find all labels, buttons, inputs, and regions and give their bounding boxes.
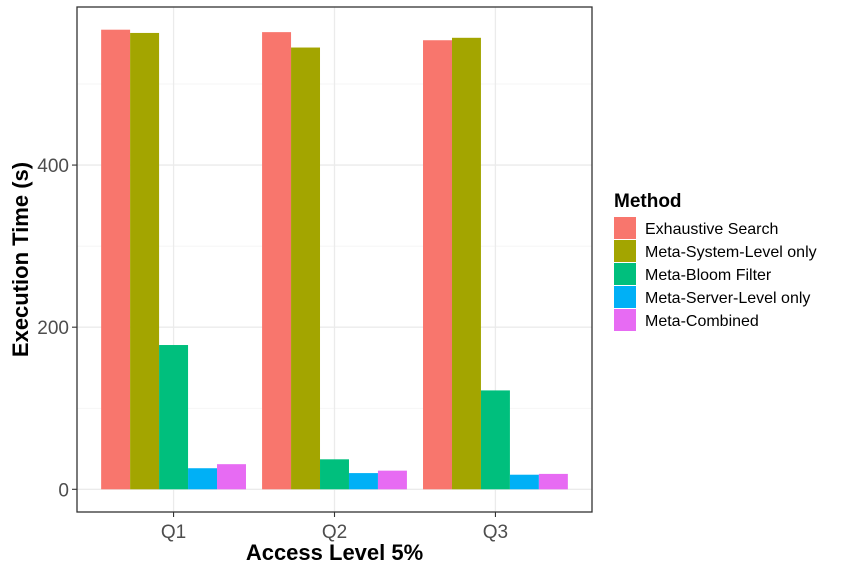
- bar-q3-exhaustive-search: [423, 40, 452, 490]
- y-tick-label: 200: [37, 318, 69, 339]
- y-axis-title: Execution Time (s): [8, 162, 33, 357]
- bar-q2-meta-server-level-only: [348, 473, 378, 490]
- x-tick-label: Q2: [322, 522, 347, 543]
- legend: Method Exhaustive Search Meta-System-Leve…: [614, 191, 817, 331]
- x-tick-label: Q3: [483, 522, 508, 543]
- bar-q1-meta-system-level-only: [130, 32, 160, 490]
- bar-q3-meta-server-level-only: [509, 474, 539, 490]
- legend-key-exhaustive-search: [614, 217, 636, 239]
- bar-q1-meta-bloom-filter: [159, 345, 189, 490]
- y-tick-label: 400: [37, 156, 69, 177]
- bar-q1-exhaustive-search: [101, 29, 131, 490]
- y-axis-ticks: 0 200 400: [37, 156, 77, 501]
- bar-q1-meta-server-level-only: [188, 468, 218, 490]
- x-tick-label: Q1: [161, 522, 186, 543]
- x-axis-title: Access Level 5%: [246, 540, 423, 565]
- bar-q3-meta-bloom-filter: [480, 390, 510, 490]
- legend-label: Meta-Combined: [645, 313, 759, 330]
- bar-q3-meta-combined: [538, 473, 568, 490]
- legend-key-meta-bloom-filter: [614, 263, 636, 285]
- legend-key-meta-system-level-only: [614, 240, 636, 262]
- bar-q2-exhaustive-search: [262, 32, 292, 490]
- legend-label: Meta-Bloom Filter: [645, 267, 772, 284]
- legend-label: Meta-Server-Level only: [645, 290, 810, 307]
- bar-q1-meta-combined: [217, 464, 246, 490]
- x-axis-ticks: Q1 Q2 Q3: [161, 512, 508, 543]
- legend-label: Exhaustive Search: [645, 221, 778, 238]
- y-tick-label: 0: [58, 480, 69, 501]
- bar-q2-meta-combined: [377, 470, 407, 490]
- bars: [101, 29, 568, 490]
- legend-title: Method: [614, 191, 682, 212]
- bar-q2-meta-system-level-only: [291, 47, 321, 490]
- legend-key-meta-combined: [614, 309, 636, 331]
- legend-key-meta-server-level-only: [614, 286, 636, 308]
- bar-q2-meta-bloom-filter: [320, 459, 349, 490]
- legend-label: Meta-System-Level only: [645, 244, 817, 261]
- bar-q3-meta-system-level-only: [451, 37, 481, 490]
